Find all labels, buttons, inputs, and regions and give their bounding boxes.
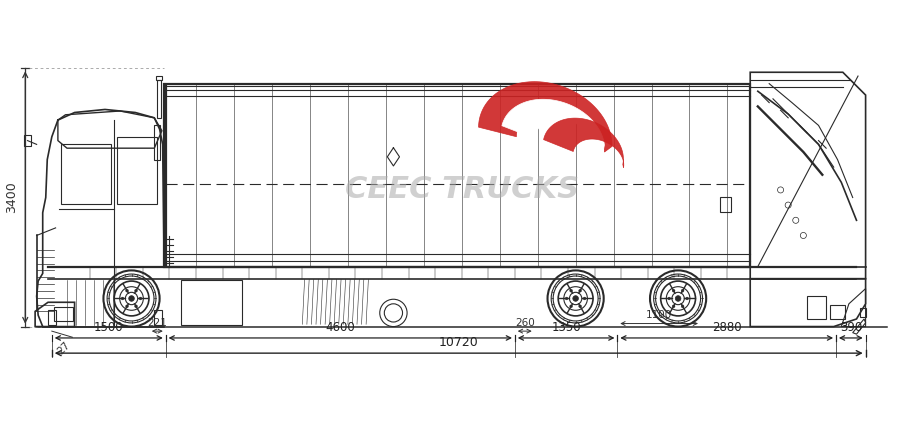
Bar — [829, 305, 845, 319]
Text: 260: 260 — [515, 318, 534, 328]
Polygon shape — [478, 82, 611, 152]
Circle shape — [578, 289, 581, 292]
Circle shape — [578, 305, 581, 308]
Bar — [165, 84, 749, 267]
Circle shape — [134, 289, 137, 292]
Text: 1350: 1350 — [550, 321, 580, 334]
Circle shape — [564, 297, 567, 300]
Text: 221: 221 — [147, 318, 167, 328]
Circle shape — [675, 296, 680, 301]
Text: 1500: 1500 — [94, 321, 123, 334]
Circle shape — [672, 305, 675, 308]
Bar — [25, 135, 30, 146]
Text: 2880: 2880 — [711, 321, 741, 334]
Circle shape — [667, 297, 670, 300]
Circle shape — [569, 289, 572, 292]
Text: CEEC TRUCKS: CEEC TRUCKS — [345, 175, 578, 204]
Circle shape — [573, 296, 578, 301]
Bar — [154, 310, 162, 325]
Circle shape — [583, 297, 585, 300]
Bar — [156, 80, 161, 118]
Bar — [806, 296, 825, 319]
Text: 10720: 10720 — [438, 336, 478, 349]
Bar — [181, 280, 242, 325]
Text: 27: 27 — [55, 340, 72, 357]
Circle shape — [680, 305, 683, 308]
Text: 1100: 1100 — [645, 310, 672, 320]
Bar — [719, 197, 731, 212]
Circle shape — [129, 296, 134, 301]
Circle shape — [569, 305, 572, 308]
Bar — [154, 126, 160, 160]
Bar — [859, 308, 865, 317]
Circle shape — [126, 305, 129, 308]
Polygon shape — [502, 99, 604, 152]
Circle shape — [126, 289, 129, 292]
Circle shape — [139, 297, 142, 300]
Circle shape — [680, 289, 683, 292]
Circle shape — [134, 305, 137, 308]
Text: 3400: 3400 — [6, 182, 18, 213]
Bar — [155, 76, 162, 80]
Circle shape — [685, 297, 687, 300]
Bar — [54, 307, 73, 320]
Text: 4600: 4600 — [325, 321, 355, 334]
Bar — [48, 310, 55, 325]
Circle shape — [672, 289, 675, 292]
Circle shape — [121, 297, 124, 300]
Polygon shape — [543, 118, 623, 168]
Text: 390: 390 — [839, 321, 861, 334]
